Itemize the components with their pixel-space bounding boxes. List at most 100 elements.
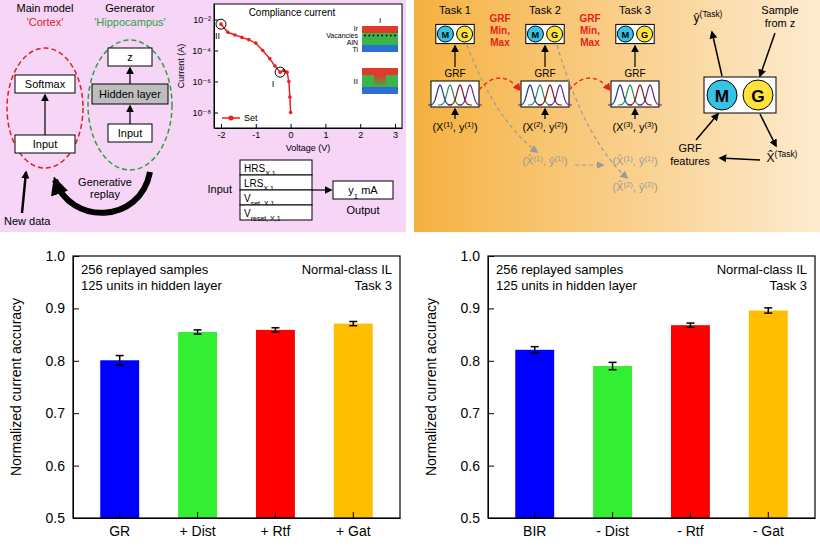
replay-arrow (467, 45, 537, 152)
text-part: , ŷ (543, 155, 555, 167)
error-bar (349, 322, 357, 326)
tick-label: 0.9 (461, 300, 481, 316)
axis-line (214, 5, 215, 129)
layer-label: AlN (347, 39, 358, 46)
arrow (44, 95, 45, 135)
model-letter: G (641, 30, 648, 40)
replay-arrow (575, 164, 603, 165)
data-point (268, 57, 272, 61)
text-part: (Task) (775, 149, 798, 159)
model-letter: M (622, 30, 630, 40)
transfer-arrow (479, 78, 520, 90)
bar (749, 310, 788, 518)
axis: BIR- Dist- Rtf- Gat (489, 512, 816, 539)
arrow (22, 172, 26, 213)
vacancy (368, 35, 370, 37)
bar (334, 324, 373, 518)
tick-label: 10⁻⁴ (192, 46, 211, 56)
tick-label: 0.5 (461, 510, 481, 526)
text-part: (1) (443, 120, 453, 129)
tick: -1 (252, 124, 260, 140)
arrow (129, 68, 130, 84)
tick: 1.0 (461, 248, 494, 264)
task-diagram: Task 1MGGRF(X(1), y(1))Task 2MGGRF(X(2),… (428, 4, 799, 193)
filament (374, 75, 386, 87)
tick-mark (690, 512, 691, 518)
text-part: ) (474, 121, 478, 133)
io-row (240, 160, 312, 175)
io-input-label: Input (208, 183, 232, 195)
error-cap (686, 322, 694, 324)
tick: - Gat (753, 512, 784, 539)
text-part: LRS (244, 178, 264, 189)
arrow (760, 33, 775, 76)
tick-label: 0.5 (46, 510, 66, 526)
transfer-label: GRF (579, 13, 600, 24)
text-part: , ŷ (633, 181, 645, 193)
tick: 0.9 (46, 300, 79, 316)
tick-label: 1.0 (461, 248, 481, 264)
tick: 10⁻⁶ (193, 77, 218, 87)
axis: 0.50.60.70.80.91.0 (46, 248, 79, 526)
latent-box (108, 48, 152, 66)
grf-box (431, 81, 479, 107)
tick-mark (612, 512, 613, 518)
bar (178, 332, 217, 518)
tick-label: - Gat (753, 523, 784, 539)
annotation: 256 replayed samples (496, 262, 624, 277)
text-part: (1) (644, 154, 654, 163)
cortex-subtitle: 'Cortex' (27, 16, 64, 28)
axis-line (488, 257, 489, 519)
text-part: , y (543, 121, 555, 133)
tick: 2 (358, 124, 363, 140)
y-axis-title: Normalized current accuracy (8, 298, 24, 476)
text-part: ) (654, 155, 658, 167)
line-chart: -2-1012310⁻⁸10⁻⁶10⁻⁴10⁻²Voltage (V)Curre… (176, 4, 403, 153)
text-part: , ŷ (633, 155, 645, 167)
annotation: Task 3 (354, 278, 392, 293)
generated-input: X̂(Task) (767, 149, 798, 165)
data-point (289, 111, 293, 115)
io-output: y1 mA (348, 184, 378, 201)
tick-mark (73, 413, 79, 414)
transfer-label: Max (580, 37, 600, 48)
tick: 0.6 (46, 458, 79, 474)
model-letter: M (532, 30, 540, 40)
tick-label: 10⁻² (193, 15, 211, 25)
tick-mark (73, 308, 79, 309)
error-cap (349, 325, 357, 327)
transfer-label: GRF (489, 13, 510, 24)
bar-chart: 0.50.60.70.80.91.0BIR- Dist- Rtf- GatNor… (423, 248, 816, 539)
tick-mark (488, 413, 494, 414)
model-letter: G (751, 86, 764, 106)
y-axis-title: Current (A) (176, 44, 186, 89)
tick: BIR (523, 512, 546, 539)
tick: 0.8 (46, 353, 79, 369)
annotation: Normal-class IL (717, 262, 807, 277)
main-model (707, 80, 737, 110)
arrow (696, 114, 718, 140)
model-letter: M (715, 86, 729, 106)
tick-label: + Rtf (260, 523, 290, 539)
tick-label: BIR (523, 523, 546, 539)
tick: 0.9 (461, 300, 494, 316)
task-data: (X(2), y(2)) (522, 120, 567, 134)
model-letter: G (551, 30, 558, 40)
tick-mark (214, 82, 218, 83)
plot-frame (214, 4, 402, 128)
data-point (287, 80, 291, 84)
text-part: (1) (533, 154, 543, 163)
error-line (534, 347, 536, 353)
vacancy (390, 35, 392, 37)
transfer-label: Min, (580, 25, 600, 36)
grf-box (611, 81, 659, 107)
text-part: HRS (244, 163, 265, 174)
grf-curve (638, 85, 662, 105)
tick: 0.8 (461, 353, 494, 369)
text-part: (3) (623, 120, 633, 129)
replay-label: Generative (78, 176, 132, 188)
tick-label: -2 (217, 130, 225, 140)
tick-label: 10⁻⁶ (193, 77, 212, 87)
tick-label: 0.8 (46, 353, 66, 369)
arrow (712, 32, 722, 76)
